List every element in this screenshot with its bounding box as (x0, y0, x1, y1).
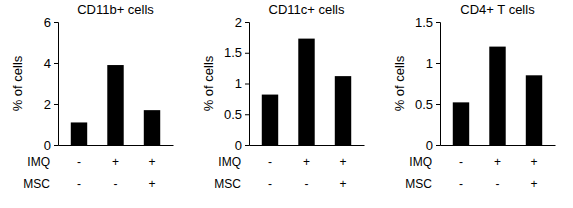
chart-svg: 0246CD11b+ cells% of cellsIMQ-++MSC--+00… (0, 0, 573, 208)
y-tick: 0.5 (415, 97, 440, 112)
condition-value: + (149, 155, 156, 169)
y-tick: 0 (44, 138, 58, 153)
y-tick-mark (436, 104, 440, 105)
chart-title: CD11c+ cells (269, 2, 345, 17)
y-tick-mark (54, 63, 58, 64)
y-tick: 6 (44, 15, 58, 30)
bar (144, 110, 160, 145)
condition-value: + (112, 155, 119, 169)
bars (71, 65, 160, 145)
panel: 0 0.5 1 1.5 CD4+ T cells % of cells IMQ - + + MSC -… (392, 2, 556, 191)
condition-value: - (305, 177, 309, 191)
y-tick: 0.5 (224, 107, 249, 122)
y-axis: 0 2 4 6 (44, 15, 59, 153)
y-axis-title: % of cells (201, 55, 216, 111)
y-tick: 1.5 (415, 15, 440, 30)
condition-value: + (531, 155, 538, 169)
panel: 0 2 4 6 CD11b+ cells % of cells IMQ - + + MSC - - + (10, 2, 174, 191)
y-tick-mark (436, 22, 440, 23)
condition-value: - (114, 177, 118, 191)
x-axis (441, 145, 556, 147)
bar (335, 76, 351, 145)
condition-label: MSC (214, 177, 241, 191)
y-axis-line (54, 23, 59, 146)
condition-value: - (268, 155, 272, 169)
chart-container: 0246CD11b+ cells% of cellsIMQ-++MSC--+00… (0, 0, 573, 208)
condition-value: - (77, 155, 81, 169)
y-axis-title: % of cells (10, 55, 25, 111)
y-tick-label: 2 (44, 97, 51, 112)
y-tick: 1 (235, 76, 249, 91)
panel: 0 0.5 1 1.5 2 CD11c+ cells % of cells IMQ - + + MSC… (201, 2, 365, 191)
y-tick-mark (436, 145, 440, 146)
y-tick-label: 0.5 (224, 107, 242, 122)
bar (71, 122, 87, 145)
condition-value: + (494, 155, 501, 169)
y-tick-label: 0.5 (415, 97, 433, 112)
condition-value: - (459, 155, 463, 169)
condition-label: IMQ (218, 155, 241, 169)
bar (107, 65, 123, 145)
bar (298, 39, 314, 145)
condition-value: - (496, 177, 500, 191)
condition-value: - (77, 177, 81, 191)
y-tick-label: 0 (235, 138, 242, 153)
y-tick: 4 (44, 56, 58, 71)
y-axis-line (436, 23, 441, 146)
y-tick-mark (245, 114, 249, 115)
x-axis-line (59, 145, 174, 146)
x-axis (59, 145, 174, 147)
y-tick-mark (54, 22, 58, 23)
y-tick-label: 4 (44, 56, 51, 71)
bar (526, 75, 542, 145)
condition-value: + (340, 177, 347, 191)
bar (489, 47, 505, 145)
y-axis: 0 0.5 1 1.5 (415, 15, 441, 153)
condition-value: - (268, 177, 272, 191)
condition-label: MSC (23, 177, 50, 191)
y-tick-label: 1 (235, 76, 242, 91)
y-tick-label: 0 (426, 138, 433, 153)
y-tick: 2 (44, 97, 58, 112)
y-tick-mark (245, 22, 249, 23)
condition-label: MSC (405, 177, 432, 191)
bar (262, 95, 278, 145)
condition-value: + (340, 155, 347, 169)
condition-value: - (459, 177, 463, 191)
chart-title: CD11b+ cells (77, 2, 154, 17)
y-axis: 0 0.5 1 1.5 2 (224, 15, 250, 153)
y-tick: 0 (426, 138, 440, 153)
y-axis-line (245, 23, 250, 146)
y-tick-mark (54, 145, 58, 146)
condition-label: IMQ (27, 155, 50, 169)
y-tick-mark (245, 145, 249, 146)
y-tick-label: 0 (44, 138, 51, 153)
y-tick-mark (54, 104, 58, 105)
y-tick-label: 1.5 (415, 15, 433, 30)
y-tick: 1 (426, 56, 440, 71)
x-axis (250, 145, 365, 147)
y-tick: 2 (235, 15, 249, 30)
y-tick-mark (245, 53, 249, 54)
chart-title: CD4+ T cells (460, 2, 535, 17)
y-tick-label: 6 (44, 15, 51, 30)
y-tick-mark (436, 63, 440, 64)
x-axis-line (250, 145, 365, 146)
y-tick: 1.5 (224, 45, 249, 60)
condition-value: + (149, 177, 156, 191)
y-tick-mark (245, 84, 249, 85)
bars (262, 39, 351, 145)
bar (453, 102, 469, 145)
bars (453, 47, 542, 145)
y-tick: 0 (235, 138, 249, 153)
x-axis-line (441, 145, 556, 146)
y-axis-title: % of cells (392, 55, 407, 111)
condition-value: + (531, 177, 538, 191)
condition-value: + (303, 155, 310, 169)
y-tick-label: 1 (426, 56, 433, 71)
y-tick-label: 2 (235, 15, 242, 30)
condition-label: IMQ (409, 155, 432, 169)
y-tick-label: 1.5 (224, 45, 242, 60)
